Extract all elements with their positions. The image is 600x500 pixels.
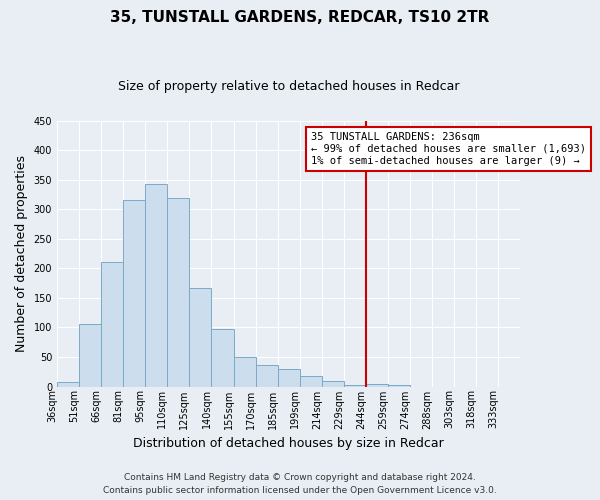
Text: Contains HM Land Registry data © Crown copyright and database right 2024.
Contai: Contains HM Land Registry data © Crown c…	[103, 474, 497, 495]
Text: 35 TUNSTALL GARDENS: 236sqm
← 99% of detached houses are smaller (1,693)
1% of s: 35 TUNSTALL GARDENS: 236sqm ← 99% of det…	[311, 132, 586, 166]
Bar	[101, 262, 123, 386]
Bar	[123, 200, 145, 386]
Bar	[167, 198, 190, 386]
Bar	[145, 184, 167, 386]
Bar	[300, 376, 322, 386]
X-axis label: Distribution of detached houses by size in Redcar: Distribution of detached houses by size …	[133, 437, 444, 450]
Y-axis label: Number of detached properties: Number of detached properties	[15, 155, 28, 352]
Bar	[278, 370, 300, 386]
Bar	[57, 382, 79, 386]
Bar	[79, 324, 101, 386]
Bar	[322, 380, 344, 386]
Text: 35, TUNSTALL GARDENS, REDCAR, TS10 2TR: 35, TUNSTALL GARDENS, REDCAR, TS10 2TR	[110, 10, 490, 25]
Bar	[190, 288, 211, 386]
Bar	[256, 365, 278, 386]
Title: Size of property relative to detached houses in Redcar: Size of property relative to detached ho…	[118, 80, 460, 93]
Bar	[388, 384, 410, 386]
Bar	[366, 384, 388, 386]
Bar	[233, 357, 256, 386]
Bar	[211, 329, 233, 386]
